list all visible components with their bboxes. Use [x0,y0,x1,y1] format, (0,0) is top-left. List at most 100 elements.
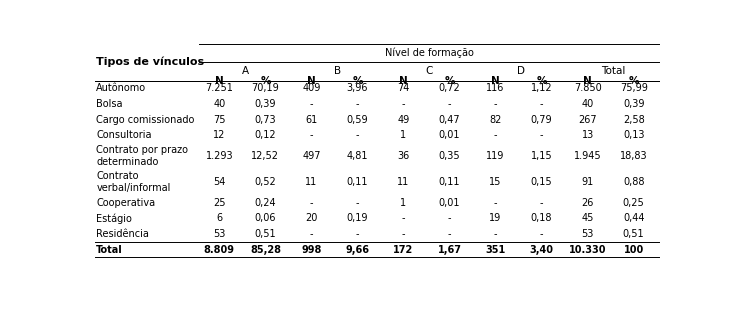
Text: N: N [491,76,500,86]
Text: C: C [426,66,433,76]
Text: 0,73: 0,73 [255,115,276,125]
Text: 998: 998 [301,245,321,255]
Text: 85,28: 85,28 [250,245,281,255]
Text: 9,66: 9,66 [346,245,369,255]
Text: -: - [540,229,543,239]
Text: 7.251: 7.251 [206,84,233,93]
Text: -: - [448,99,451,109]
Text: Nível de formação: Nível de formação [385,48,473,58]
Text: 70,19: 70,19 [252,84,279,93]
Text: 54: 54 [213,177,225,187]
Text: 0,19: 0,19 [346,214,368,223]
Text: 53: 53 [581,229,594,239]
Text: B: B [334,66,341,76]
Text: N: N [584,76,592,86]
Text: Residência: Residência [96,229,149,239]
Text: %: % [352,76,363,86]
Text: 25: 25 [213,198,225,208]
Text: Cooperativa: Cooperativa [96,198,156,208]
Text: 3,40: 3,40 [530,245,553,255]
Text: -: - [401,229,405,239]
Text: 116: 116 [487,84,505,93]
Text: Autônomo: Autônomo [96,84,146,93]
Text: 0,79: 0,79 [531,115,553,125]
Text: %: % [444,76,455,86]
Text: 82: 82 [490,115,502,125]
Text: 7.850: 7.850 [574,84,602,93]
Text: D: D [517,66,526,76]
Text: 1,15: 1,15 [531,151,553,161]
Text: Total: Total [96,245,123,255]
Text: 11: 11 [397,177,410,187]
Text: Total: Total [601,66,625,76]
Text: -: - [310,198,313,208]
Text: 0,51: 0,51 [255,229,276,239]
Text: 119: 119 [487,151,505,161]
Text: Bolsa: Bolsa [96,99,123,109]
Text: 74: 74 [397,84,410,93]
Text: -: - [448,214,451,223]
Text: 20: 20 [305,214,318,223]
Text: 2,58: 2,58 [623,115,644,125]
Text: 0,13: 0,13 [623,130,644,140]
Text: 0,47: 0,47 [439,115,460,125]
Text: 53: 53 [213,229,225,239]
Text: 40: 40 [213,99,225,109]
Text: 409: 409 [302,84,321,93]
Text: 0,25: 0,25 [623,198,644,208]
Text: 0,39: 0,39 [255,99,276,109]
Text: 0,15: 0,15 [531,177,553,187]
Text: verbal/informal: verbal/informal [96,183,171,193]
Text: 0,24: 0,24 [255,198,276,208]
Text: 0,01: 0,01 [439,130,460,140]
Text: 61: 61 [305,115,318,125]
Text: Tipos de vínculos: Tipos de vínculos [96,57,205,68]
Text: 0,72: 0,72 [439,84,460,93]
Text: Cargo comissionado: Cargo comissionado [96,115,195,125]
Text: 3,96: 3,96 [346,84,368,93]
Text: 75: 75 [213,115,225,125]
Text: 8.809: 8.809 [204,245,235,255]
Text: 0,39: 0,39 [623,99,644,109]
Text: 36: 36 [397,151,410,161]
Text: 10.330: 10.330 [569,245,606,255]
Text: 0,06: 0,06 [255,214,276,223]
Text: 0,35: 0,35 [439,151,460,161]
Text: -: - [494,130,498,140]
Text: N: N [399,76,408,86]
Text: %: % [537,76,547,86]
Text: 91: 91 [581,177,594,187]
Text: 100: 100 [624,245,644,255]
Text: -: - [540,130,543,140]
Text: 40: 40 [581,99,594,109]
Text: Contrato: Contrato [96,171,139,181]
Text: -: - [356,130,359,140]
Text: 18,83: 18,83 [620,151,647,161]
Text: Estágio: Estágio [96,213,132,224]
Text: -: - [494,229,498,239]
Text: -: - [310,130,313,140]
Text: Contrato por prazo: Contrato por prazo [96,145,189,155]
Text: %: % [260,76,271,86]
Text: 26: 26 [581,198,594,208]
Text: -: - [401,99,405,109]
Text: 0,51: 0,51 [623,229,644,239]
Text: 0,18: 0,18 [531,214,553,223]
Text: 0,88: 0,88 [623,177,644,187]
Text: 0,59: 0,59 [346,115,368,125]
Text: 45: 45 [581,214,594,223]
Text: 0,11: 0,11 [346,177,368,187]
Text: 1.293: 1.293 [206,151,233,161]
Text: 172: 172 [393,245,414,255]
Text: -: - [310,99,313,109]
Text: 1,67: 1,67 [437,245,462,255]
Text: 497: 497 [302,151,321,161]
Text: 1: 1 [401,130,407,140]
Text: 0,12: 0,12 [255,130,276,140]
Text: -: - [494,99,498,109]
Text: %: % [628,76,639,86]
Text: 12: 12 [213,130,225,140]
Text: -: - [540,198,543,208]
Text: 13: 13 [581,130,594,140]
Text: 1,12: 1,12 [531,84,553,93]
